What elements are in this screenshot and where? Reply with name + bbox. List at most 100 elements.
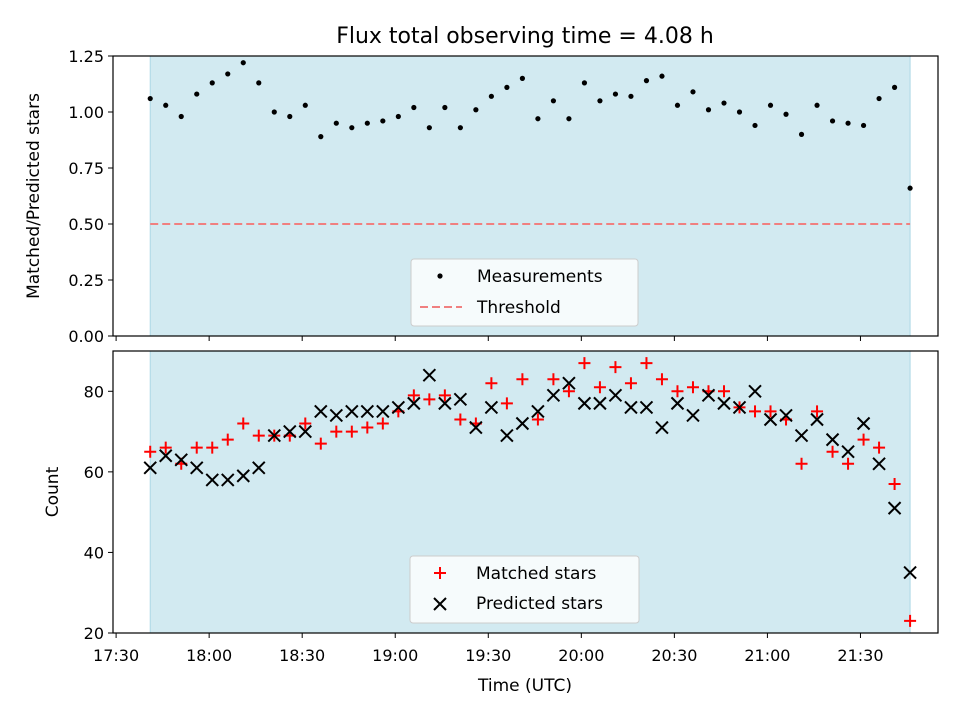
matched-star-point — [407, 389, 420, 402]
measurement-point — [783, 111, 789, 117]
matched-star-point — [764, 405, 777, 418]
top-ytick-label: 1.25 — [68, 47, 104, 66]
ratio-panel: 0.00 0.25 0.50 0.75 1.00 1.25 Matched/Predict… — [24, 47, 939, 346]
matched-star-point — [159, 441, 172, 454]
top-ytick-label: 0.75 — [68, 159, 104, 178]
measurement-point — [163, 102, 169, 108]
matched-star-point — [873, 441, 886, 454]
bottom-y-axis-label: Count — [43, 466, 63, 517]
matched-star-point — [454, 413, 467, 426]
measurement-point — [535, 116, 541, 122]
measurement-point — [287, 113, 293, 120]
predicted-star-point — [205, 473, 219, 487]
matched-star-point — [795, 457, 808, 470]
predicted-star-point — [329, 408, 344, 423]
x-axis-label: Time (UTC) — [477, 676, 572, 696]
measurement-point — [643, 78, 650, 84]
measurement-point — [752, 122, 758, 129]
predicted-star-point — [748, 384, 762, 398]
measurement-point — [380, 118, 386, 124]
measurement-point — [721, 100, 727, 106]
matched-star-point — [609, 361, 622, 374]
matched-star-point — [857, 433, 870, 446]
predicted-star-point — [639, 400, 654, 415]
matched-star-point — [562, 385, 575, 398]
matched-star-point — [624, 377, 637, 390]
predicted-star-point — [221, 473, 235, 487]
predicted-legend-marker — [433, 597, 447, 611]
top-x-ticks — [115, 336, 861, 341]
xtick-label: 19:30 — [465, 646, 511, 665]
predicted-star-point — [407, 396, 421, 411]
measurement-point — [550, 98, 557, 104]
measurement-point — [659, 73, 665, 79]
top-y-axis: 0.00 0.25 0.50 0.75 1.00 1.25 — [68, 47, 113, 346]
predicted-star-point — [376, 404, 390, 419]
matched-star-point — [206, 441, 219, 454]
measurement-point — [860, 122, 867, 129]
bottom-ytick-label: 60 — [84, 463, 104, 482]
matched-star-point — [252, 429, 265, 442]
predicted-star-point — [779, 408, 793, 423]
predicted-star-point — [608, 388, 623, 403]
predicted-star-point — [872, 457, 886, 471]
measurement-point — [674, 102, 681, 108]
measurement-point — [488, 93, 494, 99]
xtick-label: 21:30 — [837, 646, 883, 665]
bottom-x-axis: 17:30 18:00 18:30 19:00 19:30 20:00 20:30 21:00… — [93, 633, 884, 665]
predicted-star-point — [345, 404, 359, 419]
predicted-star-point — [252, 461, 266, 475]
top-ytick-label: 1.00 — [68, 103, 104, 122]
predicted-star-point — [174, 453, 188, 467]
measurement-point — [891, 84, 898, 90]
measurement-point — [457, 125, 463, 131]
matched-star-point — [686, 381, 699, 394]
predicted-star-point — [717, 396, 731, 411]
measurement-point — [256, 80, 262, 86]
matched-star-point — [717, 385, 730, 398]
xtick-label: 18:30 — [279, 646, 325, 665]
measurement-points — [147, 60, 913, 191]
predicted-star-point — [283, 424, 297, 439]
matched-star-point — [578, 357, 591, 370]
predicted-star-point — [794, 428, 809, 443]
measurement-point — [473, 107, 479, 113]
predicted-star-point — [298, 424, 313, 439]
matched-star-point — [345, 425, 358, 438]
bottom-legend: Matched stars Predicted stars — [409, 555, 640, 624]
measurement-point — [240, 60, 246, 66]
legend-predicted-stars: Predicted stars — [476, 594, 603, 614]
matched-star-point — [904, 614, 917, 627]
predicted-star-point — [841, 445, 855, 459]
predicted-star-point — [469, 420, 483, 435]
measurement-point — [271, 109, 277, 115]
matched-star-point — [842, 457, 855, 470]
matched-star-point — [749, 405, 762, 418]
predicted-stars-points — [143, 368, 917, 580]
matched-star-point — [361, 421, 374, 434]
legend-matched-stars: Matched stars — [476, 564, 596, 584]
measurement-point — [876, 95, 882, 102]
top-y-axis-label: Matched/Predicted stars — [24, 93, 44, 299]
top-legend-box — [410, 258, 639, 327]
predicted-star-point — [701, 388, 716, 403]
matched-star-point — [888, 477, 901, 490]
measurement-point — [814, 102, 820, 108]
count-panel: 20 40 60 80 17:30 18:00 18:30 19:00 19:30 20:00 2… — [43, 350, 939, 696]
chart-title: Flux total observing time = 4.08 h — [336, 24, 714, 49]
predicted-star-point — [686, 408, 700, 423]
predicted-star-point — [159, 449, 173, 463]
predicted-star-point — [190, 461, 204, 475]
bottom-ytick-label: 20 — [84, 624, 104, 643]
measurement-point — [597, 98, 603, 104]
matched-star-point — [811, 405, 824, 418]
matched-star-point — [423, 393, 436, 406]
bottom-ytick-label: 80 — [84, 382, 104, 401]
legend-threshold: Threshold — [476, 298, 561, 318]
matched-star-point — [500, 397, 513, 410]
measurement-point — [612, 91, 619, 97]
matched-star-point — [314, 437, 327, 450]
predicted-star-point — [732, 400, 747, 415]
predicted-star-point — [515, 416, 530, 431]
measurement-legend-marker — [437, 273, 443, 279]
